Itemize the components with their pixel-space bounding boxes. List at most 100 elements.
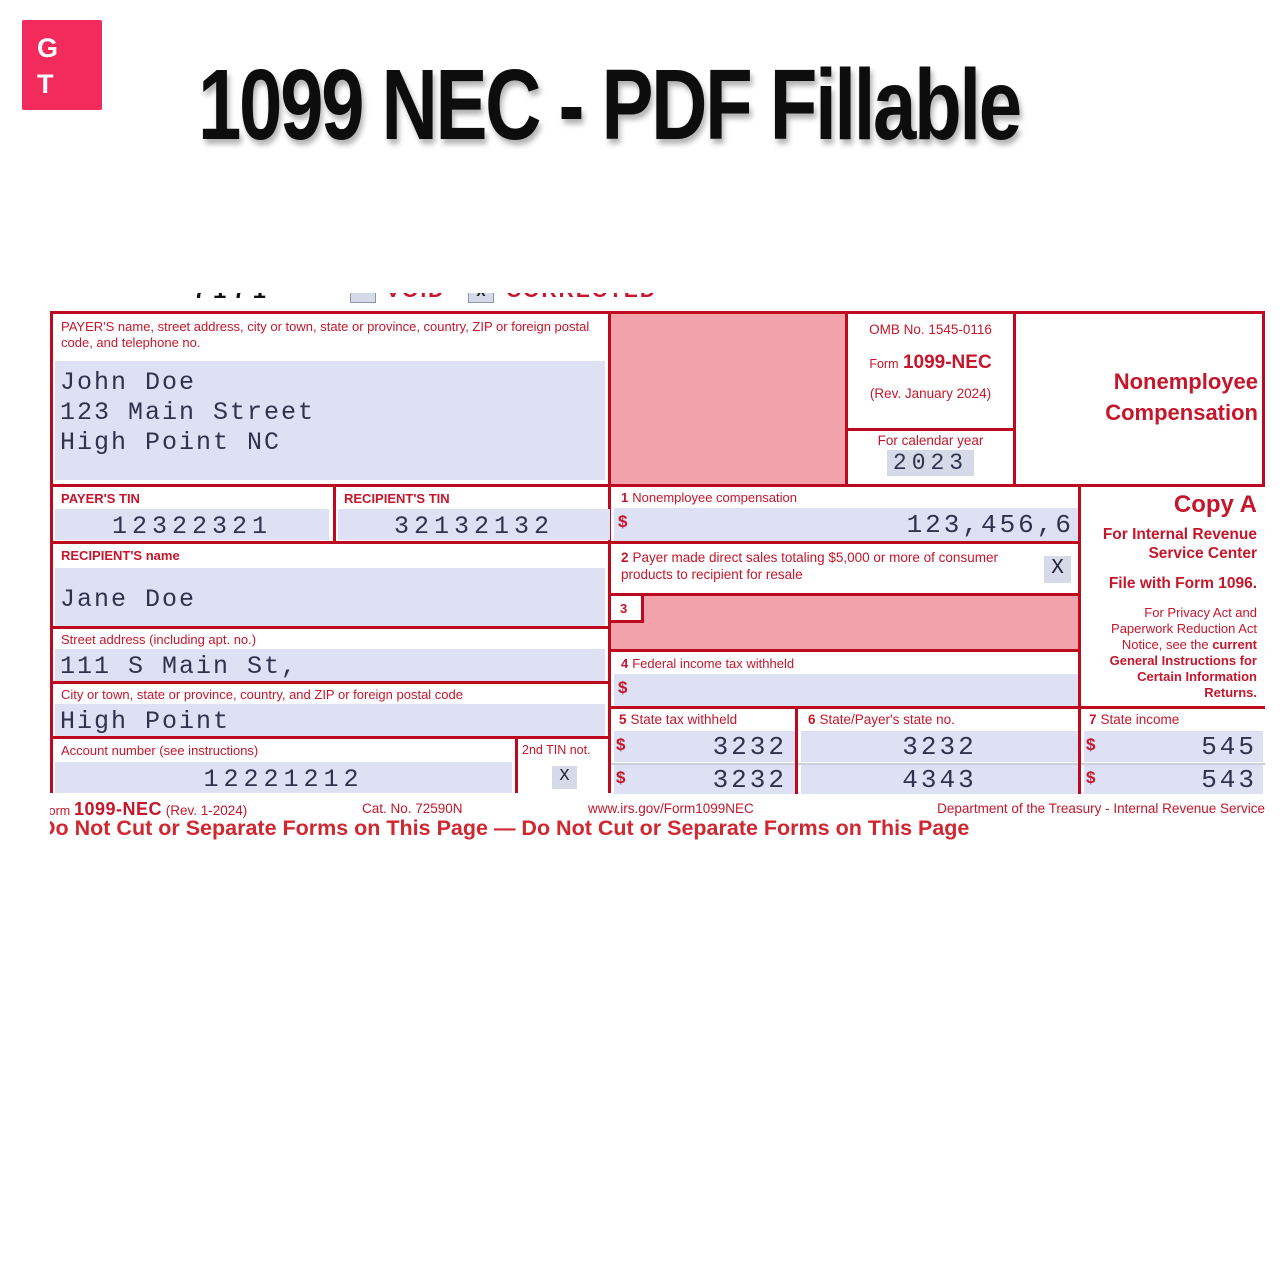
box5-row2-field[interactable]: $ 3232 bbox=[614, 765, 795, 795]
payer-label: PAYER'S name, street address, city or to… bbox=[61, 319, 590, 350]
omb-upper: OMB No. 1545-0116 Form 1099-NEC (Rev. Ja… bbox=[848, 314, 1013, 431]
corrected-checkbox[interactable]: X bbox=[468, 293, 494, 303]
box7-row-divider bbox=[1081, 763, 1265, 765]
box7-row2-value: 543 bbox=[1201, 765, 1257, 795]
street-address-cell: Street address (including apt. no.) 111 … bbox=[53, 626, 611, 682]
box1-label: 1 Nonemployee compensation bbox=[621, 490, 798, 505]
second-tin-checkbox[interactable]: X bbox=[552, 766, 577, 789]
box6-row1-field[interactable]: 3232 bbox=[801, 731, 1078, 762]
copy-a-privacy: For Privacy Act and Paperwork Reduction … bbox=[1109, 605, 1257, 700]
page-title: 1099 NEC - PDF Fillable bbox=[198, 49, 1022, 161]
footer-form-word: Form bbox=[50, 804, 71, 818]
calendar-year-box: For calendar year 2023 bbox=[848, 431, 1013, 481]
city-label: City or town, state or province, country… bbox=[61, 687, 463, 702]
footer-form-number: 1099-NEC bbox=[73, 799, 162, 818]
box7-row2-field[interactable]: $ 543 bbox=[1084, 765, 1263, 795]
box1-amount-field[interactable]: $ 123,456,6 bbox=[614, 508, 1078, 541]
payer-tin-cell: PAYER'S TIN 12322321 bbox=[53, 484, 333, 541]
payer-line-3: High Point NC bbox=[60, 428, 282, 457]
shaded-top-box bbox=[611, 314, 848, 484]
form-revision: (Rev. January 2024) bbox=[869, 386, 992, 401]
payer-name-address-field[interactable]: John Doe 123 Main Street High Point NC bbox=[55, 361, 605, 480]
recipient-tin-label: RECIPIENT'S TIN bbox=[344, 491, 450, 506]
box3-number-tab: 3 bbox=[611, 596, 644, 623]
footer-revision: (Rev. 1-2024) bbox=[165, 803, 248, 818]
street-address-field[interactable]: 111 S Main St, bbox=[55, 649, 605, 682]
box5-row2-dollar: $ bbox=[616, 768, 629, 787]
gttw-logo: G T T W bbox=[22, 20, 102, 171]
second-tin-label: 2nd TIN not. bbox=[522, 743, 591, 757]
footer-form-id: Form 1099-NEC (Rev. 1-2024) bbox=[50, 799, 247, 818]
box4-dollar-sign: $ bbox=[618, 678, 628, 697]
box7-row1-value: 545 bbox=[1201, 732, 1257, 762]
void-checkbox[interactable] bbox=[350, 293, 376, 303]
box5-label: 5 State tax withheld bbox=[619, 712, 738, 727]
box6-number: 6 bbox=[808, 712, 816, 727]
recipient-name-cell: RECIPIENT'S name Jane Doe bbox=[53, 541, 611, 626]
box7-row1-field[interactable]: $ 545 bbox=[1084, 731, 1263, 762]
box4-amount-field[interactable]: $ bbox=[614, 674, 1078, 706]
void-label: VOID bbox=[386, 293, 445, 303]
city-cell: City or town, state or province, country… bbox=[53, 681, 611, 737]
copy-a-title: Copy A bbox=[1173, 491, 1257, 518]
omb-box: OMB No. 1545-0116 Form 1099-NEC (Rev. Ja… bbox=[848, 314, 1016, 484]
city-field[interactable]: High Point bbox=[55, 704, 605, 737]
second-tin-cell: 2nd TIN not. X bbox=[518, 736, 611, 793]
box4-label: 4 Federal income tax withheld bbox=[621, 656, 795, 671]
box5-row1-dollar: $ bbox=[616, 735, 629, 754]
calendar-year-label: For calendar year bbox=[877, 433, 984, 448]
box4-number: 4 bbox=[621, 656, 629, 671]
do-not-cut-banner: Do Not Cut or Separate Forms on This Pag… bbox=[50, 816, 970, 840]
copy-a-panel: Copy A For Internal Revenue Service Cent… bbox=[1081, 484, 1265, 706]
account-number-field[interactable]: 12221212 bbox=[55, 762, 512, 794]
logo-line-2: T W bbox=[37, 105, 72, 171]
footer-cat-number: Cat. No. 72590N bbox=[362, 801, 463, 816]
recipient-name-label: RECIPIENT'S name bbox=[61, 548, 180, 563]
box3-shaded: 3 bbox=[611, 593, 1081, 649]
recipient-tin-field[interactable]: 32132132 bbox=[338, 509, 610, 541]
nonemployee-compensation-title: Nonemployee Compensation bbox=[1105, 369, 1258, 425]
copy-a-line2: File with Form 1096. bbox=[1108, 575, 1257, 592]
box7-row2-dollar: $ bbox=[1086, 768, 1099, 787]
form-number: 1099-NEC bbox=[902, 352, 992, 373]
logo-line-1: G T bbox=[37, 33, 68, 99]
box7-state-income: 7 State income $ 545 $ 543 bbox=[1081, 706, 1265, 795]
box2-checkbox[interactable]: X bbox=[1044, 556, 1071, 583]
box4-federal-tax-withheld: 4 Federal income tax withheld $ bbox=[611, 649, 1081, 706]
footer-irs-url[interactable]: www.irs.gov/Form1099NEC bbox=[588, 801, 754, 816]
box7-label: 7 State income bbox=[1089, 712, 1180, 727]
box5-row1-value: 3232 bbox=[712, 732, 787, 762]
box2-direct-sales: 2 Payer made direct sales totaling $5,000… bbox=[611, 541, 1081, 593]
box2-label: 2 Payer made direct sales totaling $5,000… bbox=[621, 550, 998, 582]
box1-amount: 123,456,6 bbox=[906, 510, 1074, 540]
box6-row-divider bbox=[798, 763, 1078, 765]
copy-a-line1: For Internal Revenue Service Center bbox=[1102, 526, 1257, 562]
form-top-clipped-strip: 7171 VOID X CORRECTED bbox=[50, 293, 1265, 311]
box7-number: 7 bbox=[1089, 712, 1097, 727]
form-code: 7171 bbox=[193, 293, 272, 305]
box1-number: 1 bbox=[621, 490, 629, 505]
box1-dollar-sign: $ bbox=[618, 512, 631, 531]
calendar-year-field[interactable]: 2023 bbox=[886, 450, 975, 476]
recipient-tin-cell: RECIPIENT'S TIN 32132132 bbox=[333, 484, 611, 541]
payer-tin-label: PAYER'S TIN bbox=[61, 491, 140, 506]
box2-number: 2 bbox=[621, 550, 629, 565]
box5-number: 5 bbox=[619, 712, 627, 727]
recipient-name-field[interactable]: Jane Doe bbox=[55, 568, 605, 626]
payer-tin-field[interactable]: 12322321 bbox=[55, 509, 329, 541]
account-number-label: Account number (see instructions) bbox=[61, 743, 259, 758]
box6-state-payer-no: 6 State/Payer's state no. 3232 4343 bbox=[798, 706, 1081, 795]
box6-row2-field[interactable]: 4343 bbox=[801, 765, 1078, 795]
box5-row2-value: 3232 bbox=[712, 765, 787, 795]
payer-line-1: John Doe bbox=[60, 368, 197, 397]
box5-row-divider bbox=[611, 763, 795, 765]
form-footer: Form 1099-NEC (Rev. 1-2024) Cat. No. 725… bbox=[50, 797, 1265, 818]
box7-row1-dollar: $ bbox=[1086, 735, 1099, 754]
form-word: Form bbox=[869, 357, 899, 371]
box5-state-tax-withheld: 5 State tax withheld $ 3232 $ 3232 bbox=[611, 706, 798, 795]
payer-section: PAYER'S name, street address, city or to… bbox=[53, 314, 611, 484]
omb-number: OMB No. 1545-0116 bbox=[869, 322, 992, 337]
box5-row1-field[interactable]: $ 3232 bbox=[614, 731, 795, 762]
box1-nonemployee-compensation: 1 Nonemployee compensation $ 123,456,6 bbox=[611, 484, 1081, 541]
